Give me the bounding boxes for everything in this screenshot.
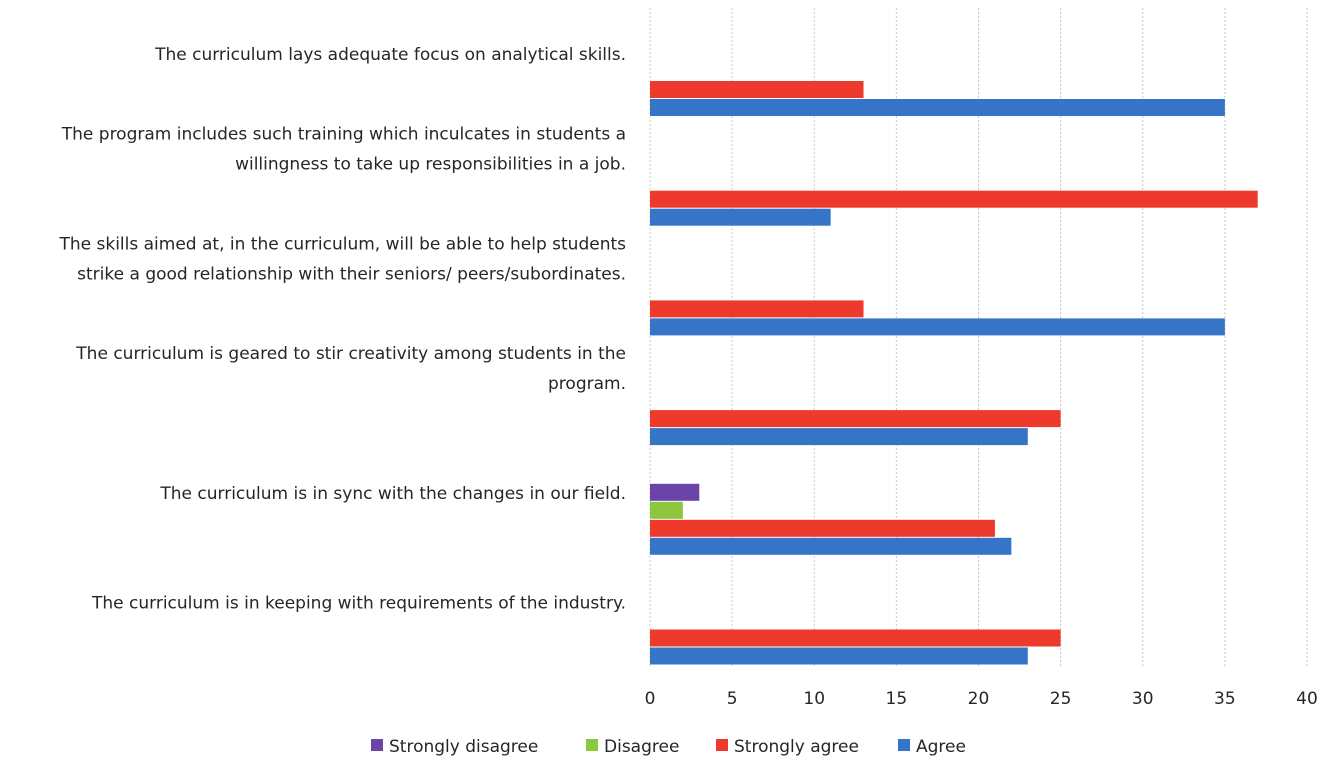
legend-label: Disagree — [604, 737, 679, 757]
category-label: program. — [548, 374, 626, 394]
category-labels: The curriculum lays adequate focus on an… — [58, 45, 626, 614]
bar-agree — [650, 208, 831, 226]
bar-strongly-agree — [650, 410, 1061, 428]
category-label: willingness to take up responsibilities … — [235, 155, 626, 175]
bar-agree — [650, 428, 1028, 446]
bar-strongly-agree — [650, 519, 995, 537]
category-label: The program includes such training which… — [61, 125, 626, 145]
x-tick-label: 30 — [1132, 689, 1154, 709]
x-tick-label: 0 — [645, 689, 656, 709]
bar-strongly-agree — [650, 190, 1258, 208]
x-tick-label: 25 — [1050, 689, 1072, 709]
x-tick-label: 20 — [968, 689, 990, 709]
x-tick-label: 35 — [1214, 689, 1236, 709]
category-label: The curriculum is geared to stir creativ… — [75, 344, 626, 364]
bars — [650, 81, 1258, 665]
legend-swatch — [371, 739, 383, 751]
bar-strongly-disagree — [650, 483, 700, 501]
category-label: The curriculum lays adequate focus on an… — [154, 45, 626, 65]
x-axis-tick-labels: 0 5 10 15 20 25 30 35 40 — [645, 689, 1318, 709]
bar-agree — [650, 647, 1028, 665]
bar-agree — [650, 99, 1225, 116]
category-label: The skills aimed at, in the curriculum, … — [58, 234, 626, 254]
bar-strongly-agree — [650, 629, 1061, 647]
x-tick-label: 40 — [1296, 689, 1318, 709]
category-label: The curriculum is in keeping with requir… — [91, 594, 626, 614]
legend-swatch — [898, 739, 910, 751]
legend-label: Strongly disagree — [389, 737, 538, 757]
legend-swatch — [586, 739, 598, 751]
legend-label: Strongly agree — [734, 737, 859, 757]
bar-strongly-agree — [650, 300, 864, 318]
legend: Strongly disagree Disagree Strongly agree A… — [371, 737, 966, 757]
category-label: The curriculum is in sync with the chang… — [159, 484, 626, 504]
bar-agree — [650, 318, 1225, 336]
x-tick-label: 5 — [727, 689, 738, 709]
legend-swatch — [716, 739, 728, 751]
x-tick-label: 10 — [803, 689, 825, 709]
category-label: strike a good relationship with their se… — [77, 264, 626, 284]
x-tick-label: 15 — [886, 689, 908, 709]
bar-strongly-agree — [650, 81, 864, 98]
bar-agree — [650, 537, 1012, 555]
legend-label: Agree — [916, 737, 966, 757]
bar-disagree — [650, 501, 683, 519]
